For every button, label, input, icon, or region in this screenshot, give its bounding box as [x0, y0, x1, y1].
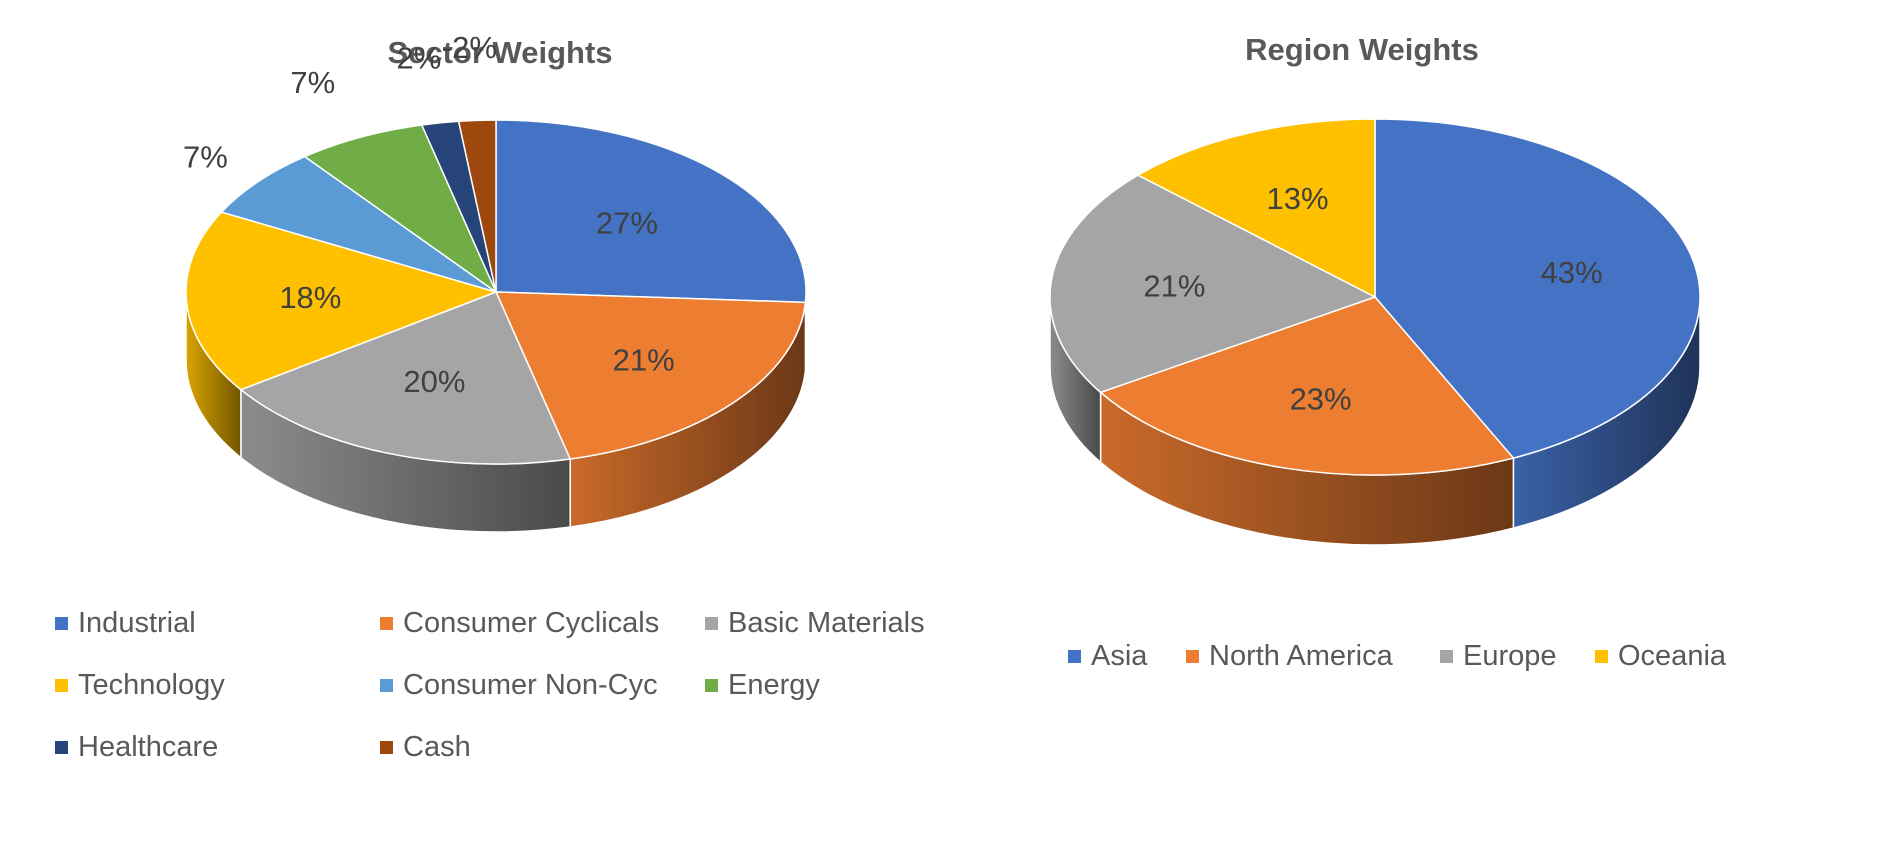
region-label-europe: 21% — [1143, 269, 1205, 304]
region-legend-swatch — [1595, 650, 1608, 663]
region-legend-item-asia: Asia — [1068, 640, 1147, 673]
sector-legend-label: Industrial — [78, 607, 196, 639]
region-slice-north-america — [1099, 296, 1515, 476]
region-legend-item-north-america: North America — [1186, 640, 1393, 673]
sector-legend-label: Consumer Non-Cyc — [403, 669, 658, 701]
region-label-north-america: 23% — [1290, 382, 1352, 417]
sector-legend-label: Cash — [403, 731, 471, 763]
region-legend-item-oceania: Oceania — [1595, 640, 1726, 673]
sector-legend-swatch — [705, 679, 718, 692]
sector-slice-technology — [185, 211, 499, 391]
sector-label-healthcare: 2% — [396, 41, 441, 76]
region-label-asia: 43% — [1541, 255, 1603, 290]
sector-legend-item-consumer-non-cyc: Consumer Non-Cyc — [380, 669, 658, 702]
region-legend-swatch — [1440, 650, 1453, 663]
sector-legend-item-cash: Cash — [380, 731, 471, 764]
sector-label-technology: 18% — [279, 280, 341, 315]
sector-legend-swatch — [380, 679, 393, 692]
sector-label-energy: 7% — [290, 65, 335, 100]
sector-slice-basic-materials — [239, 291, 572, 465]
sector-label-cash: -2% — [442, 30, 497, 65]
sector-slice-consumer-non-cyc — [220, 155, 497, 293]
region-chart-title: Region Weights — [1245, 32, 1479, 67]
sector-legend-swatch — [55, 679, 68, 692]
sector-slice-cash — [457, 119, 497, 293]
sector-slice-industrial — [495, 119, 807, 304]
sector-label-consumer-non-cyc: 7% — [183, 140, 228, 175]
region-legend-item-europe: Europe — [1440, 640, 1557, 673]
sector-legend-label: Basic Materials — [728, 607, 925, 639]
sector-legend-label: Technology — [78, 669, 225, 701]
region-label-oceania: 13% — [1267, 181, 1329, 216]
sector-legend-item-industrial: Industrial — [55, 607, 196, 640]
region-legend-swatch — [1186, 650, 1199, 663]
sector-slice-energy — [303, 124, 498, 295]
region-slice-europe — [1049, 174, 1377, 394]
region-legend-swatch — [1068, 650, 1081, 663]
sector-slice-consumer-cyclicals — [494, 291, 807, 460]
sector-legend-swatch — [705, 617, 718, 630]
sector-label-industrial: 27% — [596, 206, 658, 241]
region-slice-asia — [1374, 118, 1701, 459]
sector-legend-item-consumer-cyclicals: Consumer Cyclicals — [380, 607, 659, 640]
sector-legend-label: Energy — [728, 669, 820, 701]
sector-legend-label: Healthcare — [78, 731, 219, 763]
sector-chart-title: Sector Weights — [387, 35, 612, 70]
region-legend-label: Europe — [1463, 640, 1557, 672]
region-legend-label: North America — [1209, 640, 1393, 672]
sector-legend-item-technology: Technology — [55, 669, 225, 702]
region-legend-label: Oceania — [1618, 640, 1727, 672]
sector-legend-label: Consumer Cyclicals — [403, 607, 660, 639]
region-pie: 43% 23% 21% 13% — [1049, 118, 1701, 546]
sector-legend-swatch — [55, 741, 68, 754]
sector-legend-item-basic-materials: Basic Materials — [705, 607, 925, 640]
sector-label-consumer-cyclicals: 21% — [613, 342, 675, 377]
sector-legend-swatch — [55, 617, 68, 630]
sector-legend-item-healthcare: Healthcare — [55, 731, 218, 764]
sector-label-basic-materials: 20% — [403, 364, 465, 399]
sector-legend-swatch — [380, 617, 393, 630]
sector-legend-item-energy: Energy — [705, 669, 820, 702]
region-legend-label: Asia — [1091, 640, 1148, 672]
sector-pie: 27% 21% 20% 18% 7% 7% 2% -2% — [183, 30, 807, 533]
sector-legend-swatch — [380, 741, 393, 754]
region-slice-oceania — [1136, 118, 1376, 299]
